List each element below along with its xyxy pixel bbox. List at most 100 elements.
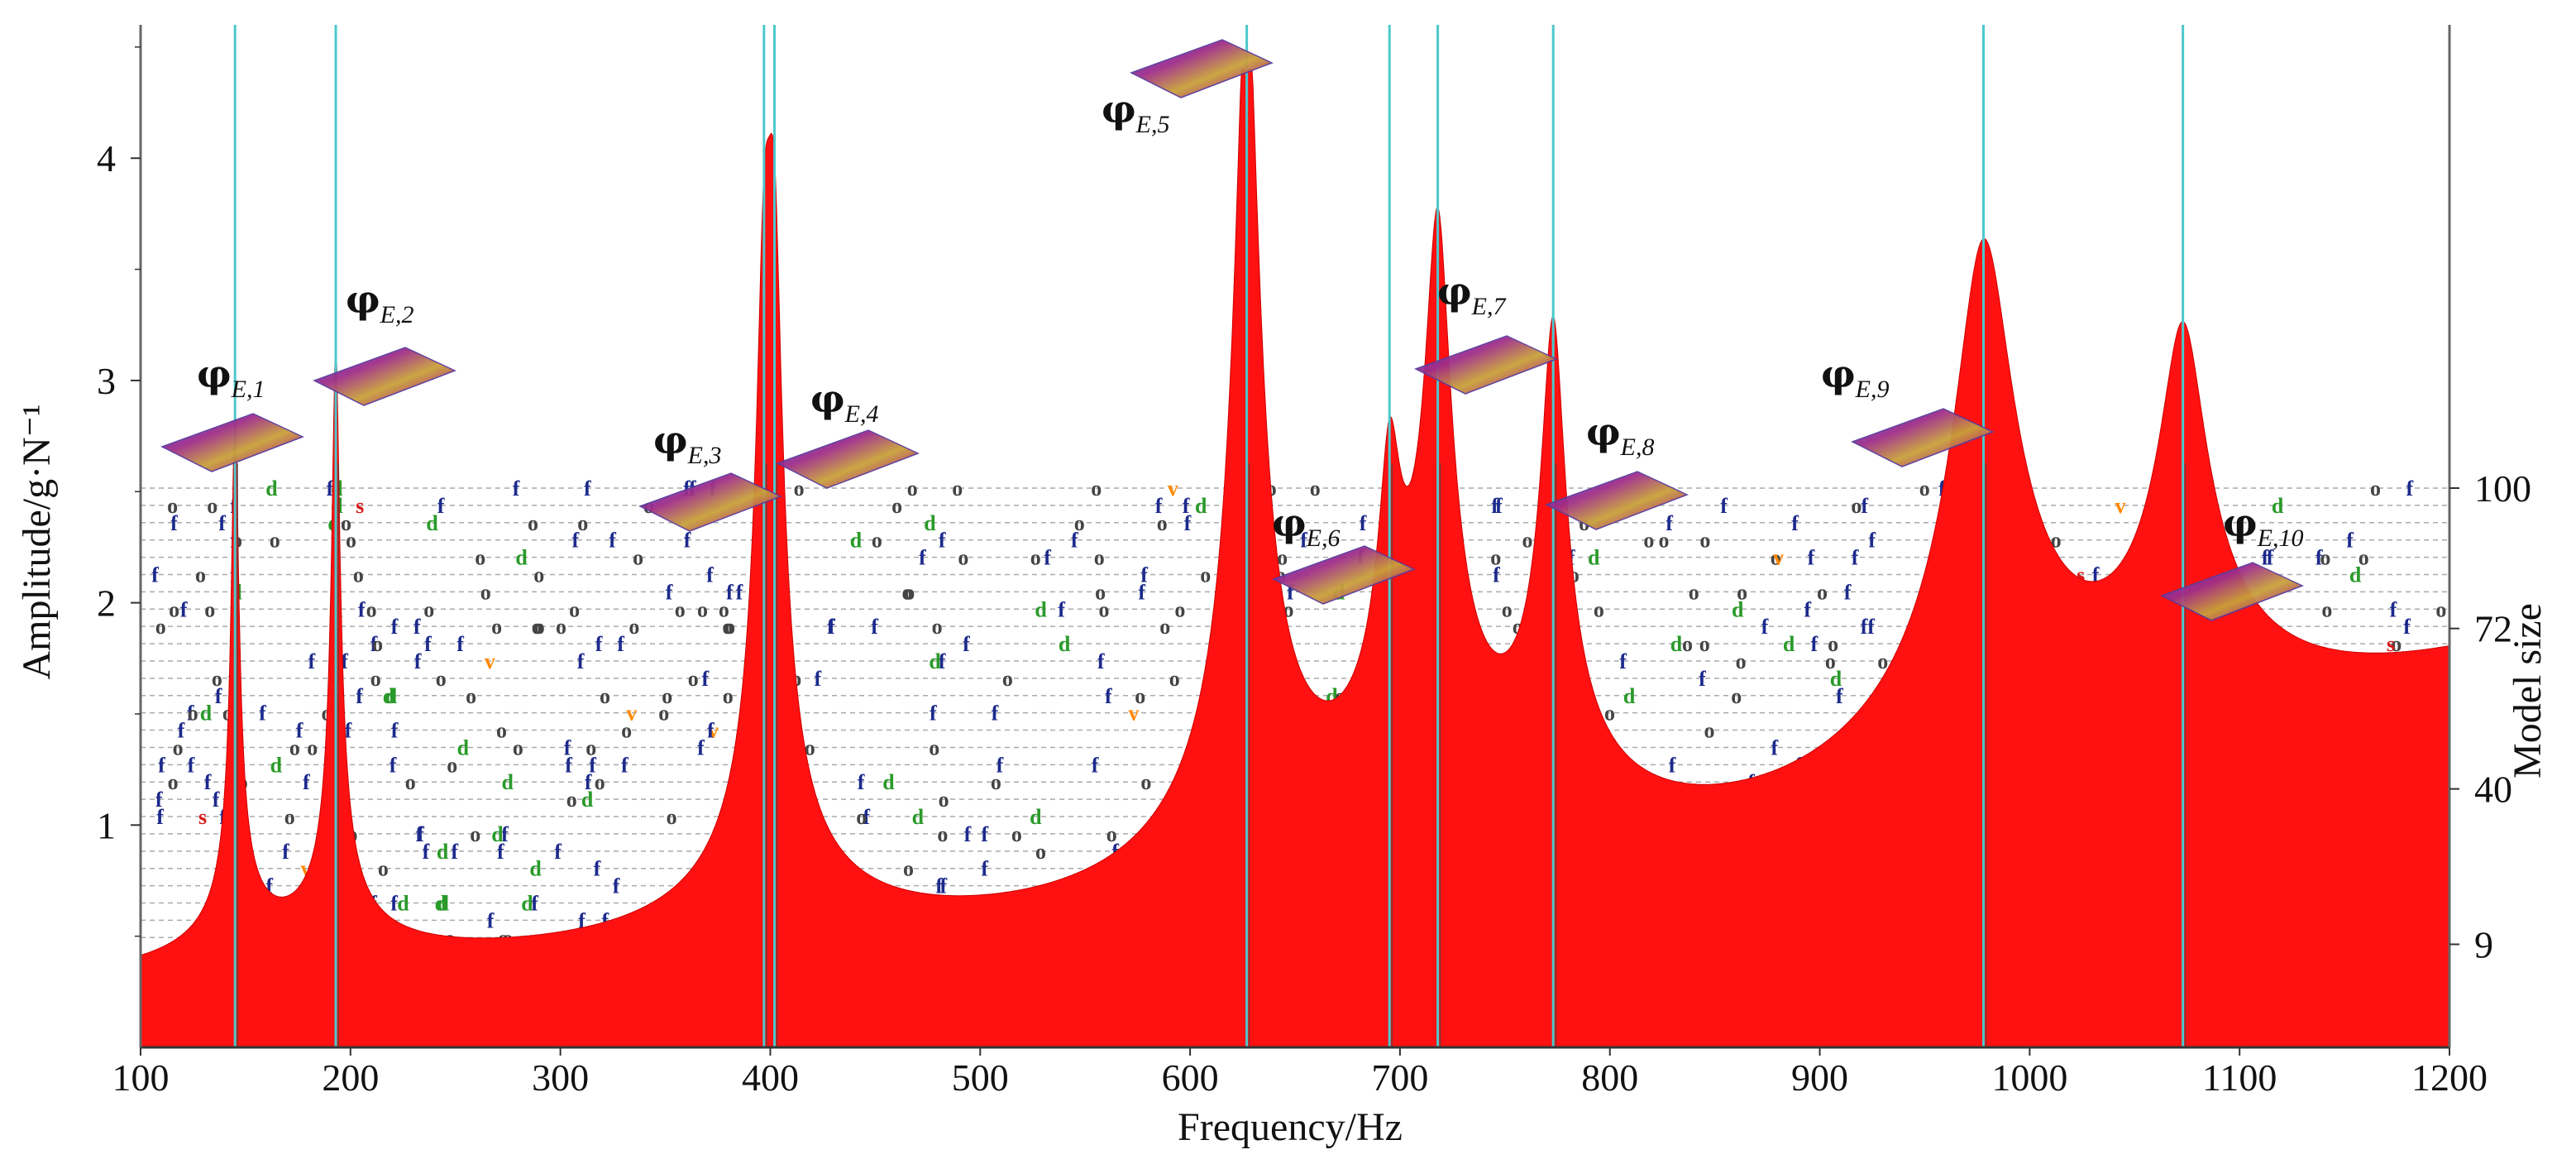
stab-marker: o [155,615,166,639]
stab-marker: d [1035,597,1047,621]
stab-marker: d [929,649,941,673]
mode-label: φE,6 [1272,501,1340,552]
stab-marker: v [708,719,719,743]
stab-marker: d [529,857,542,881]
stab-marker: d [1030,805,1042,829]
stab-marker: o [628,615,639,639]
stab-marker: f [358,597,366,621]
stab-marker: f [497,840,504,864]
x-tick-label: 200 [322,1056,379,1099]
stab-marker: o [722,615,733,639]
y2-ticks: 9 40 72 100 [2449,467,2531,965]
stab-marker: o [534,615,545,639]
mode-shape [1414,335,1558,395]
stab-marker: o [2321,597,2332,621]
stab-marker: o [1699,529,1710,553]
stab-marker: o [470,822,480,846]
stab-marker: d [385,684,398,708]
stab-marker: f [2267,546,2274,570]
stab-marker: d [924,511,936,535]
stab-marker: d [1623,684,1636,708]
mode-label: φE,2 [346,277,413,328]
stab-marker: o [600,684,610,708]
y2-tick-label: 40 [2474,769,2512,811]
stab-marker: d [1783,632,1795,656]
mode-label: φE,1 [197,352,265,403]
stab-marker: f [613,874,620,898]
stab-marker: f [554,840,562,864]
stab-marker: f [1071,529,1078,553]
stab-marker: f [158,753,165,777]
stab-marker: o [1074,511,1085,535]
stab-marker: o [491,615,502,639]
mode-label-sub: E,6 [1306,525,1341,552]
x-ticks: 100 200 300 400 500 600 700 800 900 1000 1100 1200 [112,1047,2488,1099]
stab-marker: f [1058,597,1065,621]
stab-marker: f [1771,735,1779,759]
stab-marker: o [633,546,643,570]
stab-marker: o [907,477,918,501]
stab-marker: f [2346,529,2354,553]
stab-marker: o [891,494,902,518]
stab-marker: o [1817,580,1828,604]
y2-axis-title: Model size [2506,603,2550,778]
stab-marker: o [341,511,351,535]
stab-marker: o [513,735,523,759]
mode-label-sub: E,10 [2257,525,2304,552]
stab-marker: d [437,892,450,916]
stab-marker: o [667,805,677,829]
stab-marker: o [939,788,949,812]
stab-marker: f [265,874,273,898]
stab-marker: f [1938,477,1946,501]
stab-marker: o [585,735,596,759]
stab-marker: o [958,546,968,570]
stab-marker: f [1720,494,1728,518]
stab-marker: s [198,805,207,829]
stab-marker: o [932,615,943,639]
stab-marker: f [1844,580,1852,604]
mode-shapes [160,39,2304,621]
stab-marker: f [2316,546,2323,570]
stab-marker: o [167,494,178,518]
x-tick-label: 1200 [2411,1056,2488,1099]
stab-marker: o [1135,684,1145,708]
stab-marker: o [188,702,198,726]
stab-marker: o [937,822,948,846]
y-tick-label: 3 [97,360,116,402]
stab-marker: o [569,597,580,621]
stab-marker: o [1643,529,1654,553]
stab-marker: o [556,615,566,639]
stab-marker: f [996,753,1004,777]
stab-marker: f [2092,563,2100,587]
stab-marker: f [939,649,946,673]
stab-marker: f [416,822,423,846]
stab-marker: f [391,719,399,743]
stab-marker: f [188,753,195,777]
stab-marker: f [726,580,734,604]
stab-marker: f [2262,546,2269,570]
stab-marker: o [1169,667,1180,691]
stab-marker: f [684,529,691,553]
stab-marker: o [1310,477,1321,501]
stab-marker: o [372,632,383,656]
stab-marker: f [1699,667,1706,691]
stab-marker: f [341,649,348,673]
stab-marker: f [345,719,352,743]
stab-marker: f [213,788,220,812]
stab-marker: o [658,702,669,726]
y2-tick-label: 72 [2474,608,2512,650]
mode-label: φE,4 [810,376,878,428]
stab-marker: f [964,822,972,846]
stab-marker: o [1095,580,1106,604]
mode-label-sub: E,5 [1135,111,1170,138]
stab-marker: d [2272,494,2284,518]
stab-marker: f [1804,597,1811,621]
mode-shape [1545,471,1689,530]
stab-marker: o [1919,477,1930,501]
stab-marker: o [1604,702,1615,726]
stab-marker: f [1105,684,1112,708]
stab-marker: d [435,892,447,916]
mode-label: φE,8 [1586,410,1654,461]
stab-marker: d [457,735,470,759]
stab-marker: o [270,529,280,553]
